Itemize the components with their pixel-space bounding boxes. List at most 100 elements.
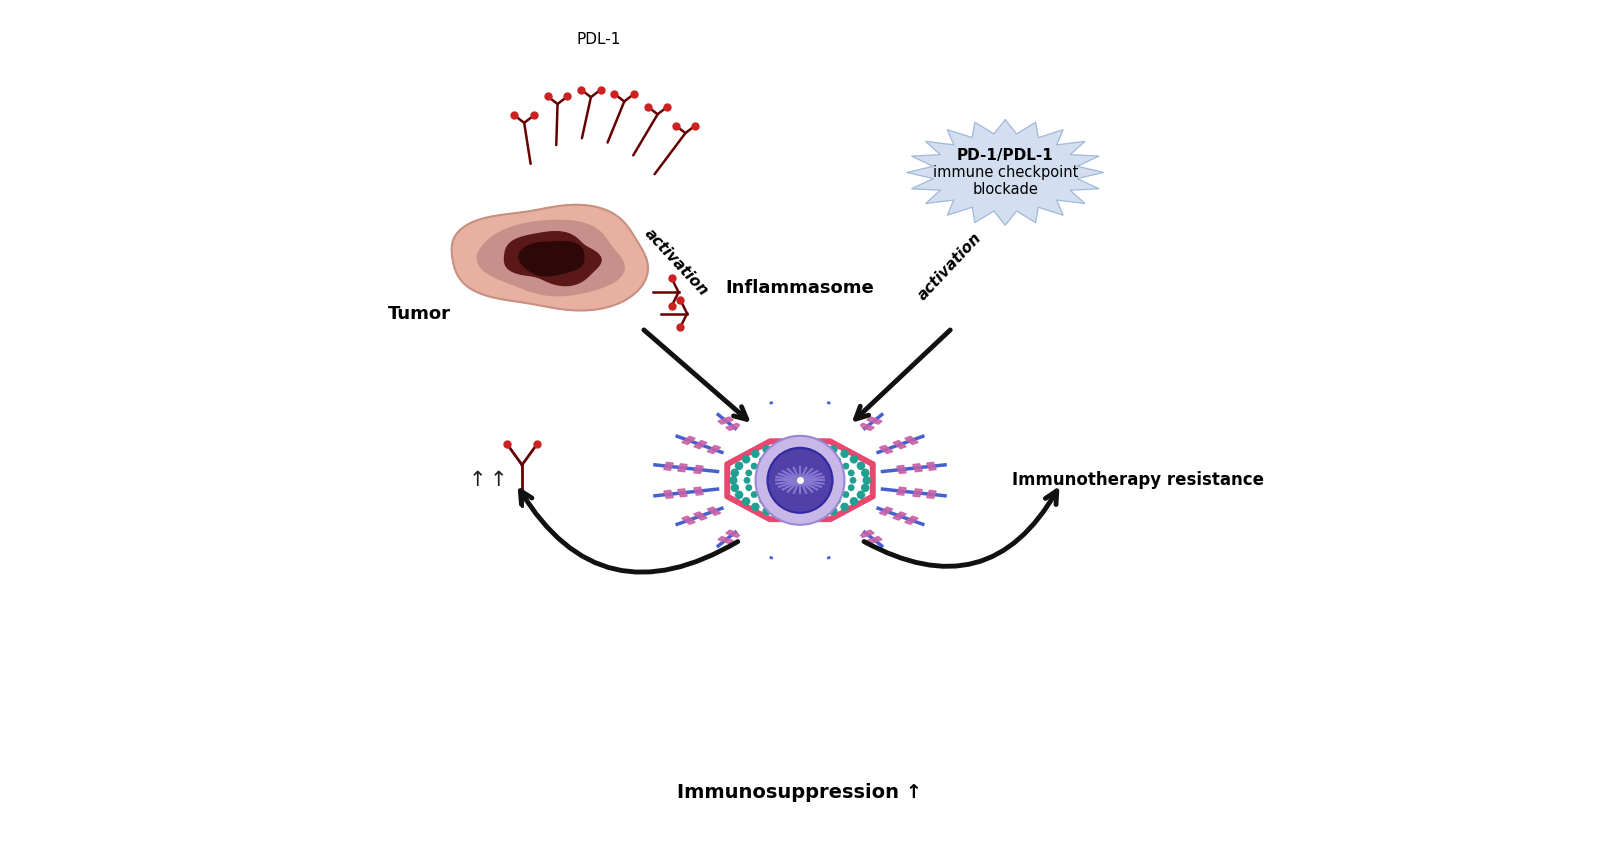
Circle shape: [850, 497, 858, 505]
Polygon shape: [718, 536, 733, 544]
Polygon shape: [707, 507, 720, 515]
Circle shape: [770, 452, 778, 459]
Circle shape: [768, 448, 832, 513]
Text: PDL-1: PDL-1: [578, 33, 621, 47]
Polygon shape: [518, 242, 584, 276]
Circle shape: [861, 468, 869, 477]
Polygon shape: [707, 445, 720, 454]
Circle shape: [746, 484, 752, 491]
Polygon shape: [451, 205, 648, 311]
Polygon shape: [898, 466, 906, 474]
Polygon shape: [694, 512, 707, 520]
Polygon shape: [819, 408, 834, 413]
Polygon shape: [926, 462, 936, 470]
Circle shape: [730, 476, 738, 485]
Text: activation: activation: [915, 230, 984, 303]
Circle shape: [843, 491, 850, 498]
Polygon shape: [819, 548, 834, 553]
Circle shape: [848, 469, 854, 476]
Polygon shape: [678, 464, 686, 472]
Polygon shape: [718, 417, 733, 424]
Circle shape: [762, 445, 771, 454]
Polygon shape: [816, 414, 830, 420]
Circle shape: [734, 491, 744, 499]
Circle shape: [746, 469, 752, 476]
Polygon shape: [914, 464, 922, 472]
Circle shape: [731, 468, 739, 477]
Polygon shape: [816, 541, 830, 546]
Circle shape: [742, 455, 750, 463]
Circle shape: [822, 502, 830, 508]
Circle shape: [834, 456, 842, 463]
Polygon shape: [770, 541, 784, 546]
Polygon shape: [728, 441, 872, 519]
FancyArrowPatch shape: [864, 491, 1056, 566]
Polygon shape: [907, 120, 1104, 225]
Circle shape: [810, 450, 818, 456]
Circle shape: [797, 505, 803, 512]
Polygon shape: [726, 423, 741, 431]
Polygon shape: [770, 414, 784, 420]
Text: ↑: ↑: [490, 470, 507, 490]
Circle shape: [774, 442, 784, 450]
Circle shape: [816, 510, 826, 518]
Text: ↑: ↑: [469, 470, 486, 490]
Polygon shape: [664, 462, 674, 470]
Circle shape: [850, 455, 858, 463]
Circle shape: [834, 497, 842, 504]
Polygon shape: [664, 491, 674, 498]
Circle shape: [782, 505, 790, 511]
Circle shape: [758, 456, 766, 463]
Circle shape: [822, 452, 830, 459]
Circle shape: [843, 462, 850, 469]
Text: Tumor: Tumor: [387, 305, 451, 323]
Circle shape: [755, 436, 845, 525]
Circle shape: [789, 440, 797, 449]
Text: Immunotherapy resistance: Immunotherapy resistance: [1011, 471, 1264, 489]
Polygon shape: [906, 437, 918, 444]
Text: PD-1/PDL-1: PD-1/PDL-1: [957, 148, 1054, 162]
Polygon shape: [867, 536, 882, 544]
Text: Inflammasome: Inflammasome: [726, 279, 874, 297]
Polygon shape: [504, 232, 602, 286]
Polygon shape: [766, 408, 781, 413]
Text: Immunosuppression ↑: Immunosuppression ↑: [677, 783, 923, 802]
Polygon shape: [926, 491, 936, 498]
Circle shape: [744, 477, 750, 484]
Polygon shape: [859, 530, 874, 537]
Circle shape: [840, 450, 850, 458]
Polygon shape: [898, 487, 906, 495]
Circle shape: [856, 491, 866, 499]
Polygon shape: [726, 530, 741, 537]
Text: blockade: blockade: [973, 183, 1038, 197]
Polygon shape: [893, 440, 906, 449]
FancyArrowPatch shape: [643, 330, 747, 420]
Circle shape: [782, 450, 790, 456]
Text: immune checkpoint: immune checkpoint: [933, 165, 1078, 180]
Polygon shape: [850, 523, 866, 530]
Circle shape: [797, 449, 803, 456]
Polygon shape: [766, 548, 781, 553]
Polygon shape: [773, 532, 787, 537]
Circle shape: [734, 462, 744, 470]
Polygon shape: [813, 532, 827, 537]
Polygon shape: [813, 423, 827, 428]
Circle shape: [718, 399, 882, 561]
Circle shape: [816, 442, 826, 450]
Circle shape: [750, 503, 760, 511]
Polygon shape: [773, 423, 787, 428]
Polygon shape: [678, 489, 686, 497]
Text: activation: activation: [642, 226, 710, 299]
Polygon shape: [914, 489, 922, 497]
Circle shape: [750, 450, 760, 458]
Polygon shape: [880, 507, 893, 515]
FancyArrowPatch shape: [520, 491, 738, 572]
Circle shape: [789, 511, 797, 520]
Circle shape: [758, 497, 766, 504]
Polygon shape: [477, 221, 624, 296]
Polygon shape: [694, 466, 702, 474]
Polygon shape: [880, 445, 893, 454]
Polygon shape: [906, 517, 918, 524]
Circle shape: [742, 497, 750, 505]
Circle shape: [848, 484, 854, 491]
